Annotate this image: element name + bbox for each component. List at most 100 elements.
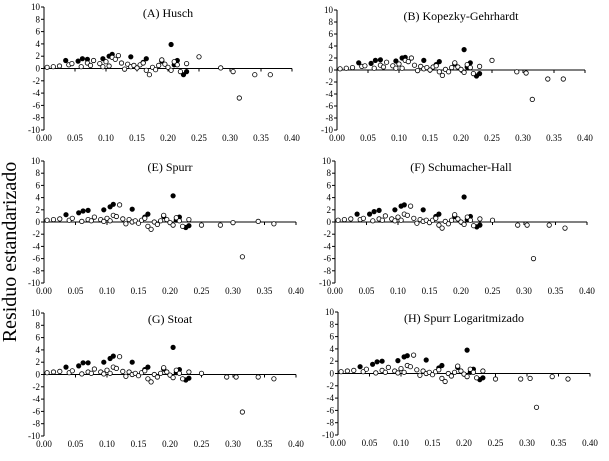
point-hollow	[371, 65, 377, 71]
point-hollow	[445, 221, 451, 227]
x-tick-label: 0.30	[516, 286, 532, 296]
point-hollow	[370, 218, 376, 224]
point-hollow	[50, 217, 57, 223]
point-hollow	[255, 218, 261, 224]
point-hollow	[87, 62, 94, 69]
point-filled	[356, 60, 362, 66]
x-tick-label: 0.10	[99, 286, 115, 296]
panel-5: 10 8 6 4 2 0 -2 -4 -6 -8 -100.00 0.05 0.10 0.15 0.20 0.…	[322, 307, 598, 448]
x-tick-label: 0.25	[191, 133, 207, 143]
y-tick-label: 2	[36, 357, 41, 367]
x-tick-label: 0.30	[515, 133, 531, 143]
point-hollow	[79, 371, 85, 377]
panel-title: (E) Spurr	[148, 160, 193, 174]
y-tick-label: -6	[327, 405, 335, 415]
y-tick-label: 0	[329, 65, 334, 75]
point-hollow	[411, 215, 417, 221]
y-tick-label: 8	[36, 320, 41, 330]
point-hollow	[458, 66, 464, 73]
point-hollow	[184, 60, 190, 67]
point-hollow	[101, 218, 107, 224]
point-filled	[421, 57, 427, 64]
panel-title: (A) Husch	[143, 6, 193, 20]
point-hollow	[382, 213, 388, 219]
point-hollow	[180, 223, 186, 229]
y-tick-label: 0	[36, 64, 41, 74]
point-hollow	[239, 409, 245, 415]
y-tick-label: 0	[36, 370, 41, 380]
point-hollow	[445, 69, 452, 75]
x-tick-label: 0.35	[257, 286, 273, 296]
point-hollow	[120, 216, 126, 222]
point-hollow	[106, 63, 112, 69]
point-hollow	[146, 72, 152, 78]
point-hollow	[492, 376, 499, 382]
point-hollow	[373, 370, 379, 376]
x-tick-label: 0.15	[131, 439, 147, 449]
point-hollow	[69, 368, 75, 374]
y-tick-label: -4	[324, 241, 332, 251]
y-tick-label: 10	[31, 308, 41, 318]
point-hollow	[396, 61, 402, 67]
y-tick-label: 10	[31, 156, 41, 166]
y-tick-label: -6	[324, 254, 332, 264]
point-hollow	[451, 369, 458, 375]
y-tick-label: 6	[36, 27, 41, 37]
point-hollow	[470, 71, 476, 77]
point-hollow	[449, 65, 455, 71]
point-hollow	[529, 96, 535, 103]
point-hollow	[239, 254, 245, 260]
point-hollow	[173, 367, 179, 373]
x-tick-label: 0.40	[288, 286, 304, 296]
point-filled	[374, 359, 380, 365]
point-filled	[439, 362, 445, 369]
point-hollow	[467, 217, 473, 223]
point-hollow	[123, 221, 129, 227]
y-tick-label: 2	[330, 356, 335, 366]
point-hollow	[100, 64, 106, 70]
point-hollow	[524, 222, 530, 228]
x-tick-label: 0.25	[194, 286, 210, 296]
point-hollow	[379, 217, 385, 223]
point-hollow	[395, 370, 401, 376]
point-filled	[63, 364, 69, 370]
point-filled	[79, 56, 86, 62]
x-tick-label: 0.05	[360, 133, 376, 143]
y-tick-label: -4	[33, 394, 41, 404]
point-hollow	[97, 60, 103, 67]
point-hollow	[380, 64, 387, 70]
y-tick-label: 2	[36, 51, 41, 61]
point-hollow	[112, 56, 118, 62]
y-tick-label: -6	[326, 101, 334, 111]
point-hollow	[476, 63, 483, 70]
point-hollow	[174, 62, 180, 68]
point-hollow	[91, 57, 97, 64]
point-hollow	[470, 223, 477, 229]
point-hollow	[335, 217, 341, 223]
x-tick-label: 0.35	[551, 438, 567, 448]
point-hollow	[156, 62, 162, 69]
point-filled	[436, 58, 442, 65]
point-hollow	[337, 66, 343, 72]
point-hollow	[399, 65, 405, 71]
x-tick-label: 0.35	[253, 133, 269, 143]
y-tick-label: 8	[36, 168, 41, 178]
x-tick-label: 0.00	[36, 439, 52, 449]
y-tick-label: 2	[329, 53, 334, 63]
point-hollow	[398, 365, 404, 372]
y-tick-label: 4	[36, 345, 41, 355]
point-filled	[357, 364, 363, 370]
point-hollow	[452, 60, 458, 66]
y-tick-label: -8	[326, 113, 334, 123]
point-hollow	[198, 222, 205, 228]
point-hollow	[429, 372, 436, 378]
point-filled	[110, 201, 116, 207]
x-tick-label: 0.35	[548, 286, 564, 296]
y-tick-label: 10	[31, 2, 41, 12]
point-hollow	[57, 368, 63, 374]
point-filled	[461, 46, 467, 53]
x-tick-label: 0.05	[68, 286, 84, 296]
point-hollow	[170, 222, 176, 228]
point-hollow	[464, 61, 470, 68]
x-tick-label: 0.00	[329, 133, 345, 143]
